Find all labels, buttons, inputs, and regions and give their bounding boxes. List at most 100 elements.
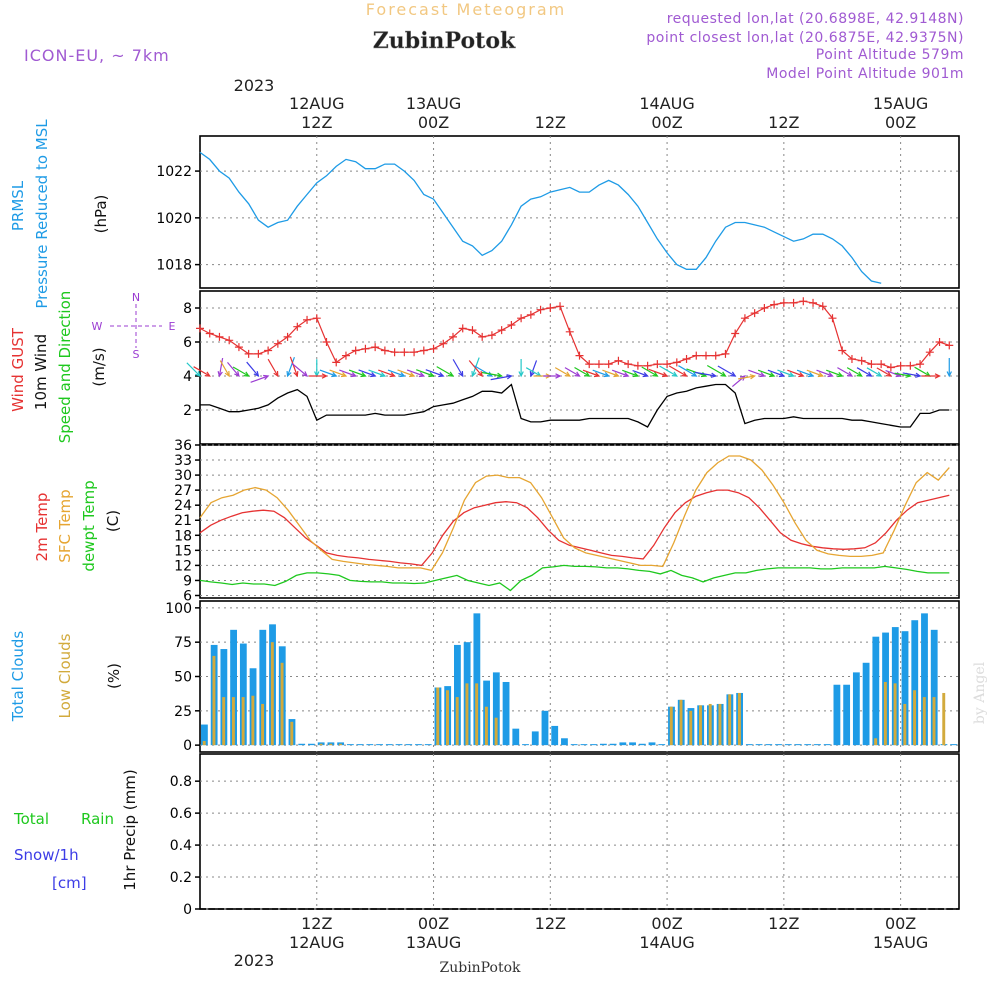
gust-marker [380, 346, 389, 355]
top-hour-label: 00Z [418, 113, 449, 132]
compass-w: W [92, 320, 103, 333]
top-hour-label: 12Z [301, 113, 332, 132]
precip-panel: 0 0.2 0.4 0.6 0.8 [170, 753, 960, 918]
compass-n: N [132, 291, 140, 304]
y-tick-label: 24 [174, 498, 192, 514]
low-cloud-bar [903, 703, 907, 746]
low-cloud-bar [329, 743, 333, 746]
wind-arrow-head [370, 371, 377, 378]
low-cloud-bar [222, 697, 226, 746]
y-tick-label: 8 [183, 301, 192, 317]
compass-rose: N S W E [92, 291, 176, 361]
wind-arrow [717, 365, 736, 377]
dewpt-line [199, 564, 950, 592]
gust-marker [507, 321, 516, 329]
low-cloud-bar [708, 703, 712, 746]
wind-arrow-head [477, 371, 484, 378]
wind-arrow [289, 356, 298, 377]
y-tick-label: 36 [174, 438, 192, 454]
wind-arrow-head [739, 375, 746, 381]
total-cloud-bar [843, 684, 851, 746]
gust-marker [303, 315, 312, 324]
wind-arrow [481, 371, 502, 377]
top-hour-label: 12Z [535, 113, 566, 132]
pressure-msl-label: Pressure Reduced to MSL [33, 119, 51, 309]
y-tick-label: 27 [174, 483, 192, 499]
wind-arrow-head [885, 371, 893, 377]
gust-marker [770, 300, 779, 309]
low-cloud-bar [280, 662, 284, 746]
wind-arrow-head [846, 371, 854, 377]
wind-arrow [358, 369, 376, 377]
wind-arrow [611, 369, 629, 377]
gust-marker [740, 314, 749, 323]
wind-arrow [425, 369, 444, 377]
total-cloud-bar [230, 629, 238, 746]
top-hour-label: 12Z [768, 113, 799, 132]
y-tick-label: 33 [174, 453, 192, 469]
wind-arrow [806, 369, 823, 377]
total-cloud-bar [852, 672, 860, 746]
total-cloud-bar [346, 744, 354, 746]
total-cloud-bar [376, 744, 383, 746]
y-tick-label: 15 [174, 543, 192, 559]
y-tick-label: 75 [174, 635, 192, 651]
wind-arrow [885, 369, 901, 377]
gust-marker [196, 324, 204, 333]
wind-arrow-head [817, 371, 825, 378]
wind-arrow [490, 375, 512, 381]
y-tick-label: 0.4 [170, 838, 192, 854]
total-cloud-bar [356, 744, 364, 746]
wind-arrow-head [428, 371, 435, 378]
wind-arrow-head [652, 371, 659, 377]
wind-arrow-head [593, 371, 601, 378]
wind-speed-line [200, 383, 950, 428]
wind-arrow [246, 361, 259, 377]
wind-arrow-head [302, 371, 309, 377]
y-tick-label: 12 [174, 558, 192, 574]
total-cloud-bar [950, 744, 958, 746]
low-cloud-bar [494, 717, 498, 746]
total-cloud-bar [502, 681, 510, 746]
y-tick-label: 6 [183, 335, 192, 351]
footer-location: ZubinPotok [439, 960, 521, 976]
left-labels: PRMSL Pressure Reduced to MSL (hPa) Wind… [9, 119, 139, 892]
gust-marker [234, 343, 243, 352]
total-cloud-bar [570, 744, 578, 746]
wind-unit: (m/s) [90, 347, 108, 386]
wind-arrow [378, 369, 395, 377]
location-title: ZubinPotok [373, 28, 516, 54]
top-hour-label: 00Z [651, 113, 682, 132]
wind-arrow-head [662, 371, 669, 378]
gust-marker [215, 332, 224, 341]
gust-marker [390, 348, 399, 357]
wind-arrow-head [671, 371, 679, 377]
wind-arrow-head [506, 374, 513, 380]
gust-marker [244, 349, 253, 358]
wind-arrow [602, 369, 619, 377]
wind-arrow-head [769, 371, 776, 378]
total-cloud-bar [366, 744, 374, 746]
y-tick-label: 18 [174, 528, 192, 544]
total-cloud-bar [784, 744, 792, 746]
y-tick-label: 1022 [156, 164, 192, 180]
gust-marker [556, 302, 565, 311]
total-cloud-bar [512, 728, 520, 746]
wind-arrow-head [866, 371, 873, 377]
low-cloud-bar [455, 697, 459, 746]
gust-marker [254, 349, 263, 358]
total-cloud-bar [522, 744, 529, 746]
total-clouds-label: Total Clouds [9, 631, 27, 723]
gust-marker [449, 332, 457, 341]
gust-marker [672, 358, 681, 367]
gust-marker [828, 314, 837, 323]
wind-arrow-head [409, 371, 416, 378]
wind-arrow-head [234, 371, 240, 378]
gust-line [199, 300, 950, 369]
gust-marker [847, 355, 856, 363]
total-cloud-bar [415, 744, 422, 746]
pressure-unit: (hPa) [92, 195, 110, 234]
gust-marker [711, 351, 720, 360]
wind-arrow [452, 359, 464, 377]
